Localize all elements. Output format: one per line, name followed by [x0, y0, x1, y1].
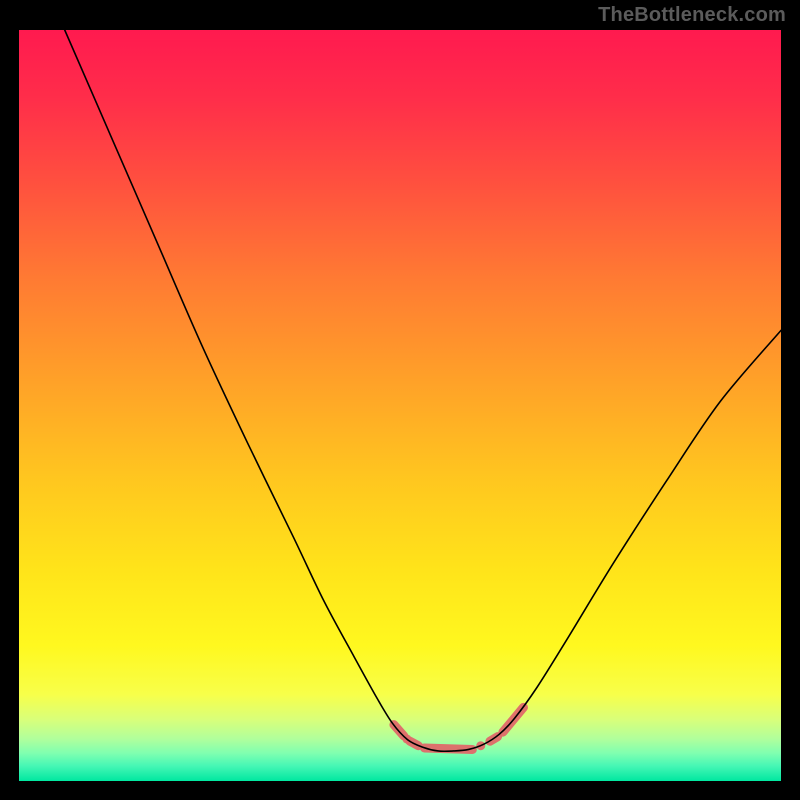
chart-frame: TheBottleneck.com — [0, 0, 800, 800]
chart-svg — [19, 30, 781, 781]
chart-plot-area — [19, 30, 781, 781]
chart-background — [19, 30, 781, 781]
